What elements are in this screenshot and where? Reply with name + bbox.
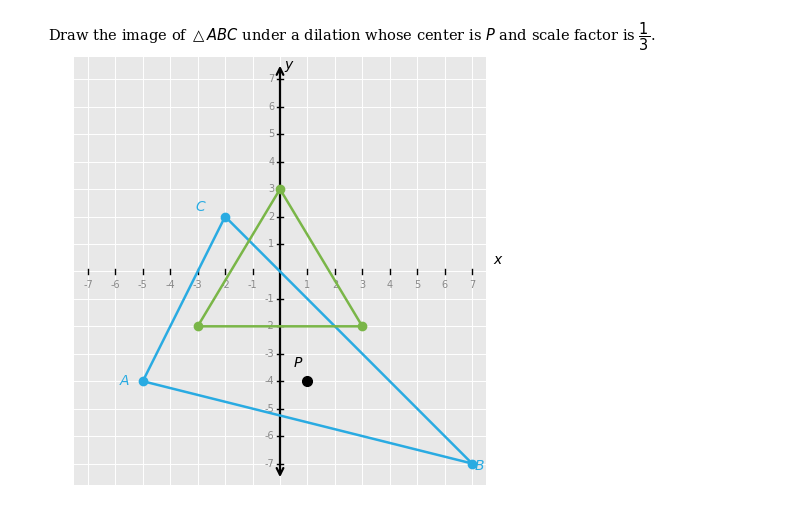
Text: $y$: $y$ <box>284 59 295 74</box>
Text: -5: -5 <box>265 404 274 413</box>
Text: 2: 2 <box>268 211 274 221</box>
Text: 6: 6 <box>268 102 274 112</box>
Text: -6: -6 <box>110 280 120 290</box>
Text: 7: 7 <box>268 74 274 85</box>
Text: P: P <box>294 356 302 370</box>
Text: 7: 7 <box>469 280 475 290</box>
Text: -3: -3 <box>265 349 274 359</box>
Text: -1: -1 <box>265 294 274 304</box>
Text: 4: 4 <box>268 157 274 167</box>
Text: -6: -6 <box>265 431 274 441</box>
Text: 3: 3 <box>268 184 274 194</box>
Text: 2: 2 <box>332 280 338 290</box>
Text: 5: 5 <box>414 280 420 290</box>
Text: -2: -2 <box>265 322 274 331</box>
Text: -5: -5 <box>138 280 148 290</box>
Text: A: A <box>119 374 129 388</box>
Text: $x$: $x$ <box>493 253 503 267</box>
Text: 1: 1 <box>268 239 274 249</box>
Text: -4: -4 <box>265 376 274 386</box>
Text: -7: -7 <box>265 458 274 469</box>
Text: -2: -2 <box>220 280 230 290</box>
Text: 6: 6 <box>442 280 448 290</box>
Text: -3: -3 <box>193 280 202 290</box>
Text: C: C <box>195 200 205 214</box>
Text: 3: 3 <box>359 280 366 290</box>
Text: 1: 1 <box>304 280 310 290</box>
Text: -1: -1 <box>248 280 258 290</box>
Text: 4: 4 <box>386 280 393 290</box>
Text: -4: -4 <box>166 280 175 290</box>
Text: -7: -7 <box>83 280 93 290</box>
Text: B: B <box>475 459 484 473</box>
Text: Draw the image of $\triangle ABC$ under a dilation whose center is $P$ and scale: Draw the image of $\triangle ABC$ under … <box>48 21 655 53</box>
Text: 5: 5 <box>268 129 274 139</box>
